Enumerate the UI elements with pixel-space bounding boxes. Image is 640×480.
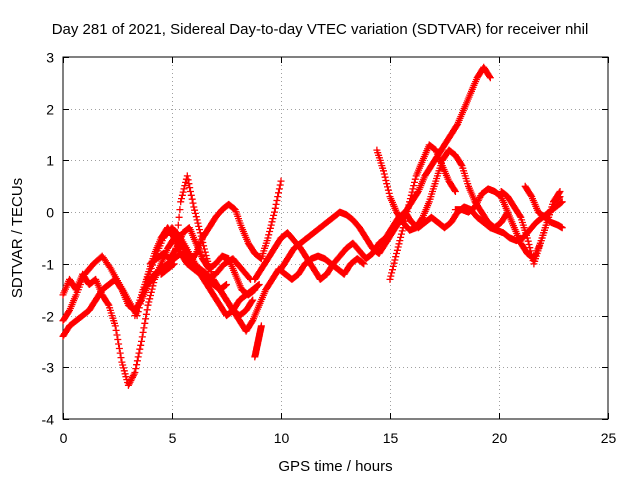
x-tick-label: 20 (492, 430, 508, 446)
y-tick-label: 2 (46, 102, 54, 118)
data-markers (185, 177, 285, 268)
y-tick-label: 1 (46, 153, 54, 169)
x-tick-label: 25 (601, 430, 617, 446)
axis-ticks: 0 5 10 15 20 25 -4 -3 -2 -1 0 1 2 3 (42, 50, 617, 447)
data-markers (131, 224, 368, 335)
y-tick-label: 0 (46, 205, 54, 221)
series-track-f (157, 172, 230, 294)
x-tick-label: 15 (383, 430, 399, 446)
y-tick-label: -1 (42, 257, 55, 273)
data-markers (277, 63, 494, 273)
series-track-o (521, 182, 566, 232)
y-tick-label: 3 (46, 50, 54, 66)
data-points (59, 63, 566, 389)
data-markers (146, 224, 259, 299)
plot-frame (62, 56, 609, 420)
chart-title: Day 281 of 2021, Sidereal Day-to-day VTE… (52, 21, 589, 38)
y-tick-label: -4 (42, 412, 55, 428)
y-axis-title: SDTVAR / TECUs (9, 178, 26, 298)
series-track-e (146, 224, 259, 299)
series-track-j (277, 63, 494, 273)
data-markers (251, 322, 265, 361)
x-tick-label: 0 (60, 430, 68, 446)
x-tick-label: 10 (274, 430, 290, 446)
series-track-d (131, 224, 368, 335)
series-track-l (386, 141, 459, 283)
data-markers (157, 172, 230, 294)
y-tick-label: -2 (42, 309, 55, 325)
data-markers (373, 146, 512, 234)
data-markers (386, 141, 459, 283)
series-track-k (373, 146, 512, 234)
data-markers (521, 182, 566, 232)
series-track-h (251, 322, 265, 361)
y-tick-label: -3 (42, 360, 55, 376)
x-axis-title: GPS time / hours (278, 458, 392, 475)
series-track-g (185, 177, 285, 268)
x-tick-label: 5 (169, 430, 177, 446)
